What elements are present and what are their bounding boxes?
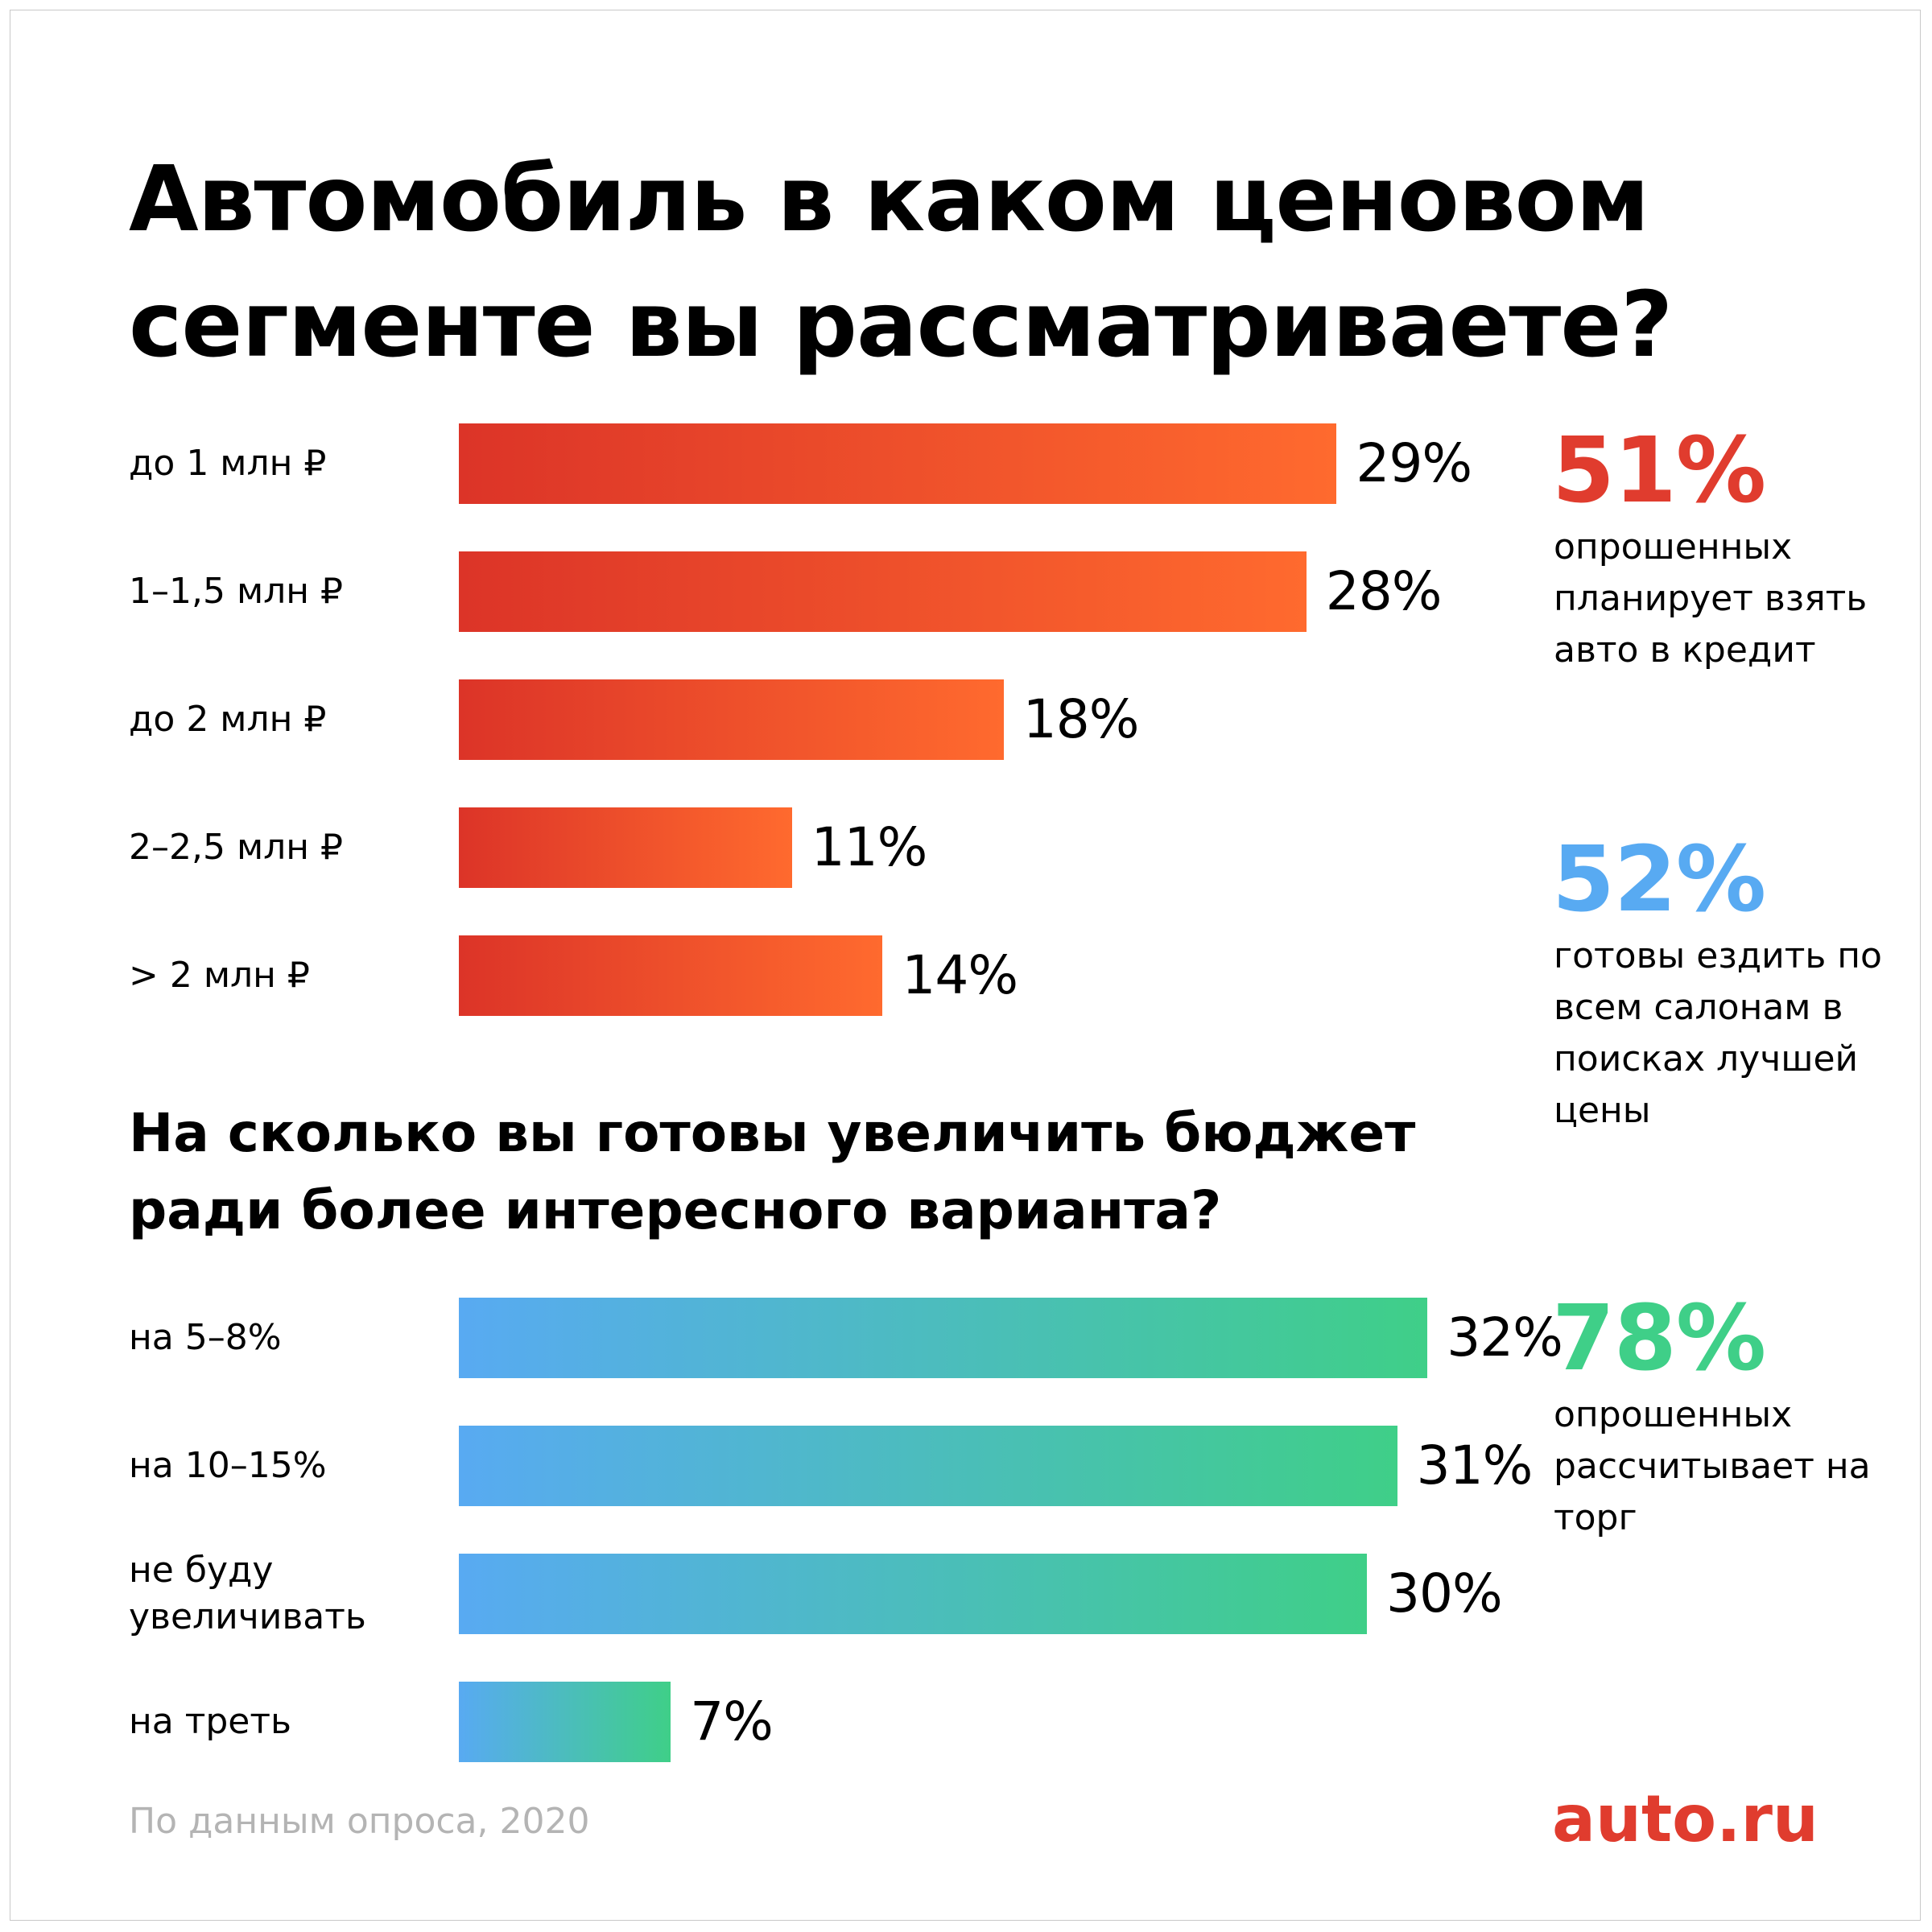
value-label: 18%	[1022, 688, 1140, 750]
value-label: 29%	[1356, 432, 1472, 494]
category-label: на 5–8%	[129, 1317, 282, 1358]
bar	[459, 423, 1337, 504]
frame-border	[10, 10, 1921, 1921]
category-label: 2–2,5 млн ₽	[129, 827, 344, 868]
bar	[459, 1426, 1397, 1506]
category-label: на треть	[129, 1701, 291, 1742]
stat-value-credit: 51%	[1552, 419, 1766, 523]
value-label: 30%	[1386, 1563, 1503, 1624]
brand-logo[interactable]: auto.ru	[1552, 1781, 1818, 1856]
bar	[459, 1554, 1367, 1634]
category-label: не буду увеличивать	[129, 1550, 366, 1637]
stat-text-salons: готовы ездить по всем салонам в поисках …	[1554, 935, 1882, 1131]
bar	[459, 1298, 1428, 1378]
value-label: 7%	[690, 1690, 774, 1752]
chart-subtitle: На сколько вы готовы увеличить бюджет ра…	[129, 1102, 1416, 1241]
value-label: 11%	[811, 816, 928, 878]
stat-text-bargain: опрошенных рассчитывает на торг	[1554, 1394, 1871, 1538]
category-label: 1–1,5 млн ₽	[129, 571, 344, 612]
bar	[459, 935, 883, 1016]
value-label: 28%	[1325, 560, 1443, 622]
stat-value-salons: 52%	[1552, 828, 1766, 932]
value-label: 31%	[1416, 1435, 1534, 1496]
value-label: 32%	[1447, 1307, 1563, 1368]
category-label: до 1 млн ₽	[129, 443, 327, 484]
bar	[459, 1682, 671, 1762]
stat-text-credit: опрошенных планирует взять авто в кредит	[1554, 526, 1868, 671]
bar	[459, 807, 792, 888]
bar	[459, 551, 1307, 632]
chart-title: Автомобиль в каком ценовом сегменте вы р…	[129, 147, 1673, 378]
category-label: на 10–15%	[129, 1445, 327, 1486]
source-note: По данным опроса, 2020	[129, 1801, 590, 1842]
stat-value-bargain: 78%	[1552, 1286, 1766, 1391]
value-label: 14%	[902, 944, 1018, 1006]
category-label: до 2 млн ₽	[129, 699, 327, 740]
category-label: > 2 млн ₽	[129, 955, 310, 996]
bar	[459, 679, 1004, 760]
